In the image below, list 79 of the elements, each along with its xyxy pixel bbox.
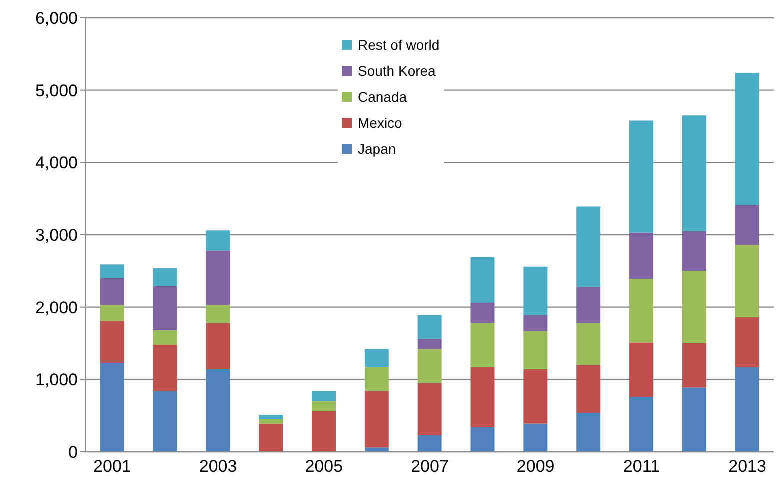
x-tick-label: 2007 xyxy=(411,457,449,476)
bar xyxy=(364,448,389,452)
bar xyxy=(259,415,284,420)
bar xyxy=(418,315,442,340)
bar xyxy=(524,370,548,424)
bar xyxy=(100,321,124,364)
legend-label: Rest of world xyxy=(358,37,440,53)
bar xyxy=(470,323,495,368)
bar xyxy=(630,342,654,398)
bar xyxy=(206,230,230,251)
bar xyxy=(206,305,230,324)
bar xyxy=(735,245,760,318)
legend-label: South Korea xyxy=(358,63,436,79)
bar xyxy=(735,367,760,452)
y-tick-label: 5,000 xyxy=(35,81,78,100)
bar xyxy=(153,344,178,392)
bar xyxy=(312,391,336,402)
bar xyxy=(100,305,124,322)
bar xyxy=(682,231,706,272)
bar xyxy=(153,268,178,286)
bar xyxy=(470,257,495,303)
bar xyxy=(576,287,601,324)
bar xyxy=(682,116,706,232)
bar xyxy=(735,317,760,368)
bar xyxy=(576,323,601,366)
bar xyxy=(364,349,389,368)
bar xyxy=(735,205,760,246)
y-tick-label: 3,000 xyxy=(35,226,78,246)
bar xyxy=(682,271,706,344)
y-tick-label: 1,000 xyxy=(35,370,78,390)
x-tick-label: 2009 xyxy=(516,457,555,476)
y-tick-label: 0 xyxy=(68,443,78,462)
bar xyxy=(312,401,336,412)
bar xyxy=(364,367,389,392)
bar xyxy=(576,206,601,288)
y-tick-label: 4,000 xyxy=(35,154,78,173)
bar xyxy=(630,279,654,343)
bar xyxy=(576,412,601,452)
bar xyxy=(259,419,284,424)
bar xyxy=(312,411,336,452)
bar xyxy=(418,349,442,384)
bar xyxy=(470,427,495,452)
bar xyxy=(153,286,178,330)
bar xyxy=(735,72,760,206)
bar xyxy=(153,391,178,452)
x-tick-label: 2005 xyxy=(305,457,344,476)
bar xyxy=(418,339,442,350)
bar xyxy=(259,424,284,452)
bar xyxy=(418,383,442,436)
bar xyxy=(524,331,548,370)
bar xyxy=(153,330,178,345)
legend-label: Japan xyxy=(358,141,396,157)
bar xyxy=(206,370,230,452)
bar xyxy=(100,264,124,278)
x-tick-label: 2013 xyxy=(728,457,766,476)
x-tick-label: 2001 xyxy=(94,457,132,476)
x-tick-label: 2003 xyxy=(199,457,238,476)
y-tick-label: 6,000 xyxy=(35,9,78,28)
bar xyxy=(630,232,654,280)
bar xyxy=(418,435,442,452)
bar xyxy=(364,391,389,448)
bar xyxy=(630,397,654,452)
bar xyxy=(206,323,230,370)
bar xyxy=(524,266,548,316)
bar xyxy=(524,315,548,332)
legend-label: Canada xyxy=(358,89,408,105)
y-tick-label: 2,000 xyxy=(35,298,78,318)
bar xyxy=(100,278,124,306)
bar xyxy=(206,250,230,306)
bar xyxy=(100,363,124,452)
bar xyxy=(470,302,495,324)
bar xyxy=(524,424,548,452)
bar xyxy=(470,367,495,428)
bar xyxy=(682,388,706,452)
legend-label: Mexico xyxy=(358,115,402,131)
bar xyxy=(630,120,654,233)
bar xyxy=(576,365,601,413)
bar xyxy=(682,344,706,388)
x-tick-label: 2011 xyxy=(623,457,660,476)
